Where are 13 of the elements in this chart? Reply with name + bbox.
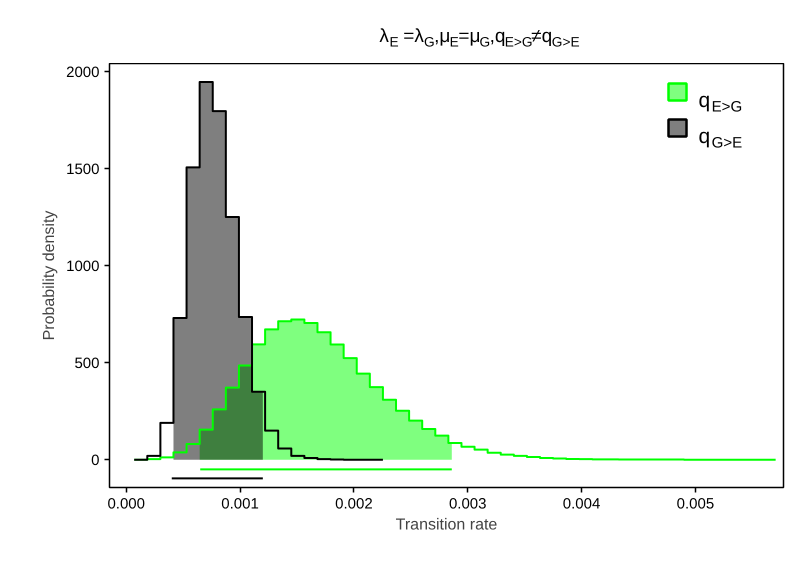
x-axis-title: Transition rate <box>396 516 498 534</box>
y-tick-label: 500 <box>74 355 100 372</box>
x-tick-label: 0.001 <box>221 496 259 512</box>
y-axis-title: Probability density <box>41 210 58 340</box>
y-tick-label: 1500 <box>66 160 100 178</box>
x-tick-label: 0.000 <box>107 496 146 512</box>
x-tick-label: 0.005 <box>676 496 714 512</box>
x-tick-label: 0.002 <box>335 496 373 512</box>
y-tick-label: 0 <box>91 452 100 470</box>
x-tick-label: 0.003 <box>448 496 487 512</box>
x-tick-label: 0.004 <box>562 496 600 512</box>
y-tick-label: 2000 <box>66 64 100 81</box>
y-tick-label: 1000 <box>66 258 100 275</box>
